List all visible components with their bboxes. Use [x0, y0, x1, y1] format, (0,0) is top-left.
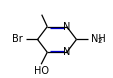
Text: N: N [62, 22, 70, 32]
Text: Br: Br [12, 34, 23, 44]
Text: NH: NH [91, 34, 105, 44]
Text: 2: 2 [97, 38, 101, 44]
Text: N: N [62, 47, 70, 57]
Text: HO: HO [33, 66, 48, 76]
